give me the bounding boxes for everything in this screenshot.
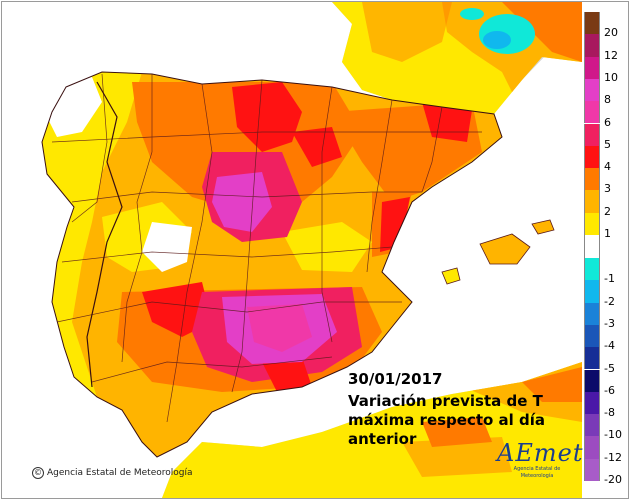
ibiza [441, 267, 461, 285]
legend-label: -12 [604, 450, 622, 464]
portugal-border [86, 81, 123, 388]
legend-swatch [584, 458, 600, 481]
legend-label: -3 [604, 316, 615, 330]
aemet-logo: AEmet Agencia Estatal de Meteorología [497, 439, 584, 484]
legend-label: -1 [604, 272, 615, 286]
legend-swatch [584, 347, 600, 370]
legend-label: 2 [604, 204, 611, 218]
map-date: 30/01/2017 [348, 370, 443, 388]
legend-neutral [584, 235, 600, 258]
legend-swatch [584, 436, 600, 459]
legend-label: 4 [604, 160, 611, 174]
legend-swatch [584, 190, 600, 213]
map-title: Variación prevista de T máxima respecto … [348, 392, 546, 448]
legend-label: 12 [604, 48, 618, 62]
logo-subtitle: Agencia Estatal de Meteorología [513, 466, 561, 479]
mallorca [479, 233, 531, 265]
legend-swatch [584, 34, 600, 57]
legend-swatch [584, 212, 600, 235]
legend-label: 20 [604, 26, 618, 40]
legend-swatch [584, 369, 600, 392]
legend-label: 5 [604, 137, 611, 151]
legend-label: 1 [604, 227, 611, 240]
legend-swatch [584, 78, 600, 102]
copyright-credit: © Agencia Estatal de Meteorología [32, 467, 193, 479]
color-legend: 20 12 10 8 6 5 4 3 2 1 -1 -2 -3 -4 -5 -6 -8 -10 -12 -20 [584, 12, 630, 490]
legend-swatch [584, 12, 600, 35]
legend-swatch [584, 101, 600, 124]
legend-label: -5 [604, 361, 615, 375]
legend-label: -20 [604, 473, 622, 486]
legend-swatch [584, 168, 600, 191]
legend-swatch [584, 258, 600, 281]
legend-swatch [584, 302, 600, 325]
province-borders [51, 73, 482, 423]
legend-label: 8 [604, 93, 611, 107]
legend-swatch [584, 145, 600, 169]
legend-label: -6 [604, 383, 615, 397]
credit-text: Agencia Estatal de Meteorología [47, 468, 193, 478]
legend-label: -8 [604, 406, 615, 420]
legend-label: -2 [604, 294, 615, 308]
legend-swatch [584, 123, 600, 146]
copyright-icon: © [32, 467, 44, 479]
legend-label: -4 [604, 339, 615, 353]
legend-label: -10 [604, 428, 622, 442]
legend-label: 10 [604, 70, 618, 84]
legend-label: 3 [604, 182, 611, 196]
logo-mark: AEmet [497, 439, 584, 467]
legend-swatch [584, 414, 600, 437]
legend-label: 6 [604, 115, 611, 129]
legend-swatch [584, 280, 600, 303]
legend-swatch [584, 56, 600, 79]
legend-swatch [584, 324, 600, 348]
legend-swatch [584, 391, 600, 415]
temperature-variation-map [2, 2, 582, 498]
menorca [531, 219, 555, 235]
